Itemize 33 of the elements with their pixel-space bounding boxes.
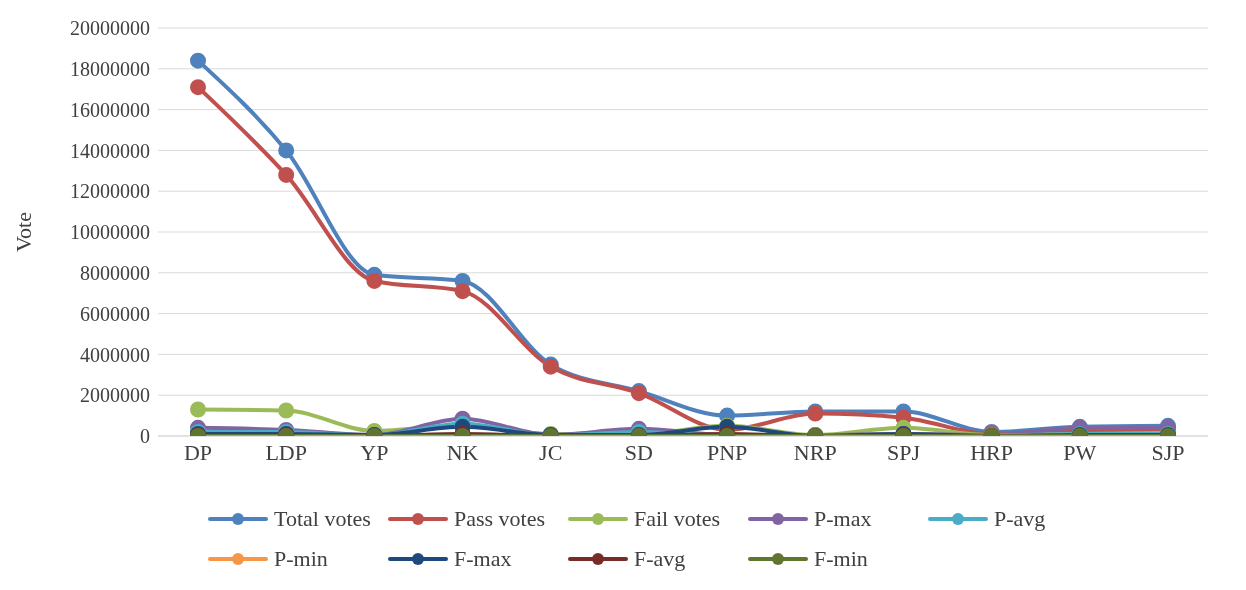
x-tick-label: SPJ [886, 439, 921, 465]
legend-label: Total votes [274, 506, 371, 532]
y-tick-label: 16000000 [70, 98, 150, 121]
legend-label: F-avg [634, 546, 686, 572]
y-tick-label: 4000000 [80, 343, 150, 366]
y-tick-label: 20000000 [70, 17, 150, 40]
x-tick-label: JC [539, 439, 563, 465]
legend-label: P-max [814, 506, 872, 532]
x-tick-label: LDP [265, 439, 307, 465]
legend-label: F-min [814, 546, 868, 572]
x-tick-label: PW [1063, 439, 1097, 465]
x-tick-label: NK [446, 439, 479, 465]
x-tick-label: NRP [793, 439, 837, 465]
y-tick-label: 10000000 [70, 221, 150, 244]
x-tick-label: DP [183, 439, 213, 465]
x-tick-label: YP [360, 439, 389, 465]
y-tick-label: 14000000 [70, 139, 150, 162]
y-tick-label: 8000000 [80, 261, 150, 284]
legend-label: P-min [274, 546, 328, 572]
legend-label: Pass votes [454, 506, 546, 532]
y-tick-label: 18000000 [70, 57, 150, 80]
y-axis-title: Vote [10, 212, 36, 252]
x-tick-label: SJP [1151, 439, 1185, 465]
y-tick-label: 0 [140, 425, 150, 448]
legend-label: F-max [454, 546, 512, 572]
x-tick-label: SD [624, 439, 653, 465]
x-tick-label: HRP [970, 439, 1014, 465]
x-tick-label: PNP [706, 439, 748, 465]
y-tick-label: 12000000 [70, 180, 150, 203]
legend-label: P-avg [994, 506, 1046, 532]
y-tick-label: 6000000 [80, 302, 150, 325]
legend-label: Fail votes [634, 506, 721, 532]
y-tick-label: 2000000 [80, 384, 150, 407]
